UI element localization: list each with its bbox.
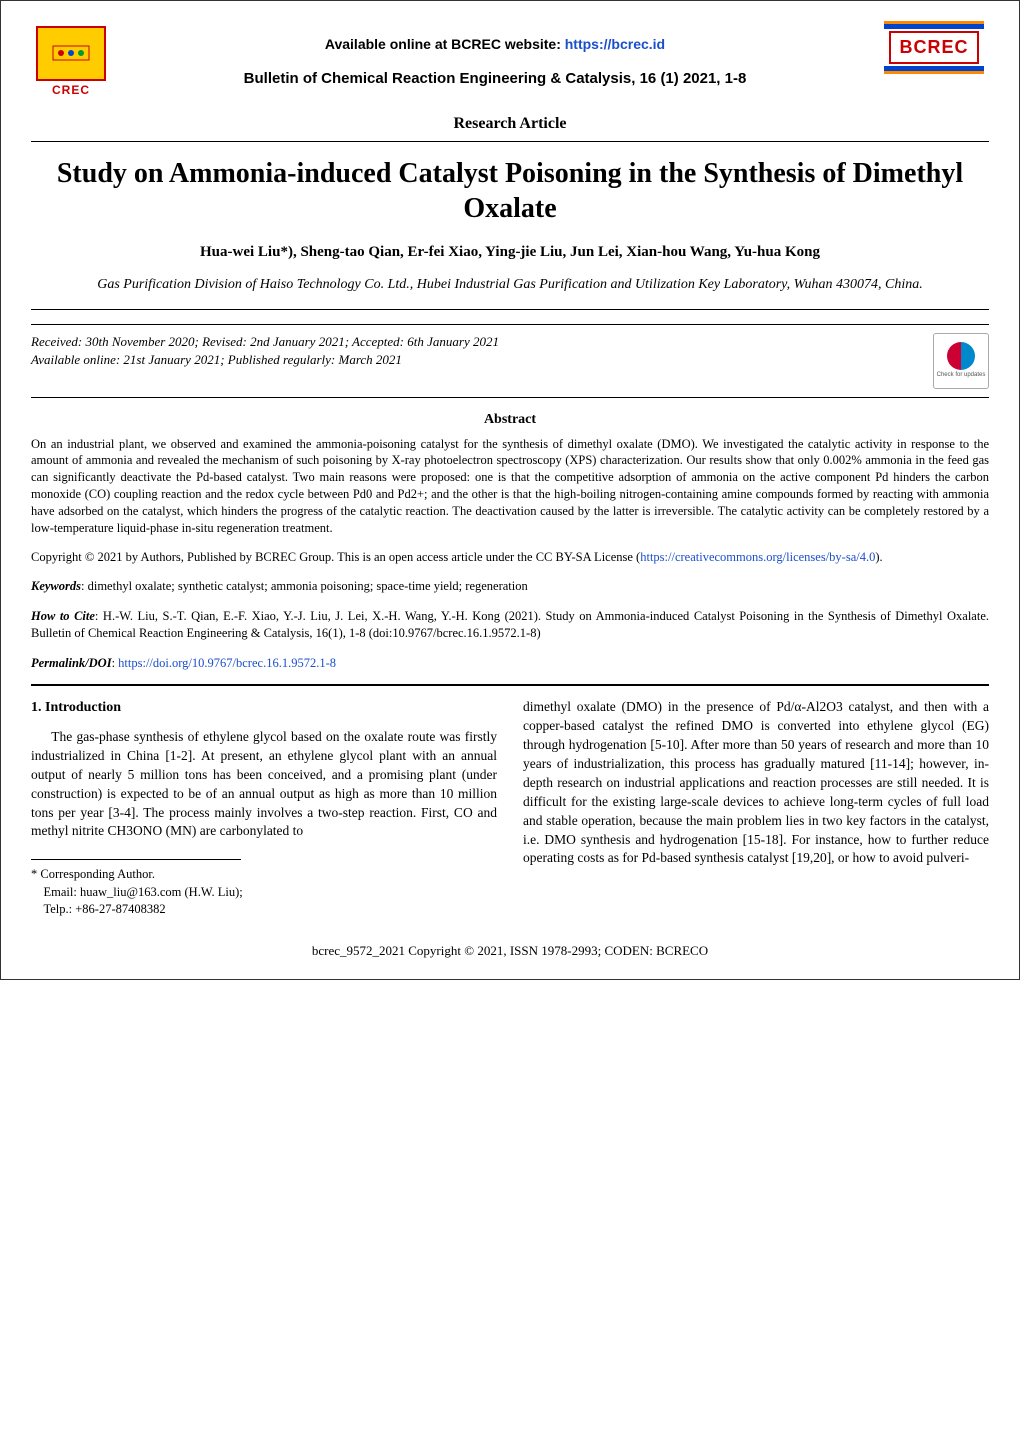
introduction-heading: 1. Introduction xyxy=(31,698,497,718)
permalink-label: Permalink/DOI xyxy=(31,656,112,670)
how-to-cite-label: How to Cite xyxy=(31,609,95,623)
bcrec-website-link[interactable]: https://bcrec.id xyxy=(565,36,665,52)
crossmark-icon xyxy=(947,342,975,370)
abstract-body: On an industrial plant, we observed and … xyxy=(31,436,989,537)
journal-citation: Bulletin of Chemical Reaction Engineerin… xyxy=(111,70,879,87)
flag-bars-icon xyxy=(884,21,984,29)
crec-logo: CREC xyxy=(31,21,111,101)
available-text: Available online at BCREC website: xyxy=(325,36,565,52)
cc-license-link[interactable]: https://creativecommons.org/licenses/by-… xyxy=(640,550,875,564)
available-line: Available online: 21st January 2021; Pub… xyxy=(31,351,499,369)
check-updates-label: Check for updates xyxy=(937,372,986,379)
check-for-updates-button[interactable]: Check for updates xyxy=(933,333,989,389)
corresponding-author-block: * Corresponding Author. Email: huaw_liu@… xyxy=(31,866,497,919)
bcrec-label: BCREC xyxy=(889,31,978,64)
article-title: Study on Ammonia-induced Catalyst Poison… xyxy=(41,156,979,226)
body-columns: 1. Introduction The gas-phase synthesis … xyxy=(31,698,989,918)
intro-paragraph-right: dimethyl oxalate (DMO) in the presence o… xyxy=(523,698,989,868)
how-to-cite-text: : H.-W. Liu, S.-T. Qian, E.-F. Xiao, Y.-… xyxy=(31,609,989,641)
page-container: CREC Available online at BCREC website: … xyxy=(0,0,1020,980)
permalink-block: Permalink/DOI: https://doi.org/10.9767/b… xyxy=(31,655,989,673)
affiliation: Gas Purification Division of Haiso Techn… xyxy=(41,275,979,295)
keywords-block: Keywords: dimethyl oxalate; synthetic ca… xyxy=(31,578,989,596)
page-footer: bcrec_9572_2021 Copyright © 2021, ISSN 1… xyxy=(31,943,989,959)
authors-line: Hua-wei Liu*), Sheng-tao Qian, Er-fei Xi… xyxy=(41,242,979,263)
article-type: Research Article xyxy=(31,115,989,133)
doi-link[interactable]: https://doi.org/10.9767/bcrec.16.1.9572.… xyxy=(118,656,336,670)
intro-paragraph-left: The gas-phase synthesis of ethylene glyc… xyxy=(31,728,497,841)
copyright-prefix: Copyright © 2021 by Authors, Published b… xyxy=(31,550,640,564)
copyright-block: Copyright © 2021 by Authors, Published b… xyxy=(31,549,989,567)
crec-label: CREC xyxy=(52,83,90,97)
crec-badge-icon xyxy=(36,26,106,81)
left-column: 1. Introduction The gas-phase synthesis … xyxy=(31,698,497,918)
how-to-cite-block: How to Cite: H.-W. Liu, S.-T. Qian, E.-F… xyxy=(31,608,989,643)
abstract-heading: Abstract xyxy=(31,412,989,428)
copyright-suffix: ). xyxy=(875,550,882,564)
right-column: dimethyl oxalate (DMO) in the presence o… xyxy=(523,698,989,918)
corresponding-email: Email: huaw_liu@163.com (H.W. Liu); xyxy=(31,884,497,902)
keywords-text: : dimethyl oxalate; synthetic catalyst; … xyxy=(81,579,528,593)
header-center: Available online at BCREC website: https… xyxy=(111,36,879,87)
header-row: CREC Available online at BCREC website: … xyxy=(31,21,989,101)
available-online-line: Available online at BCREC website: https… xyxy=(111,36,879,52)
corresponding-tel: Telp.: +86-27-87408382 xyxy=(31,901,497,919)
bcrec-logo: BCREC xyxy=(879,21,989,101)
dates-text: Received: 30th November 2020; Revised: 2… xyxy=(31,333,499,369)
corresponding-separator xyxy=(31,859,241,860)
keywords-label: Keywords xyxy=(31,579,81,593)
dates-row: Received: 30th November 2020; Revised: 2… xyxy=(31,324,989,398)
divider-heavy xyxy=(31,684,989,686)
title-block: Study on Ammonia-induced Catalyst Poison… xyxy=(31,141,989,310)
flag-bars-icon-bottom xyxy=(884,66,984,74)
corresponding-label: * Corresponding Author. xyxy=(31,866,497,884)
received-line: Received: 30th November 2020; Revised: 2… xyxy=(31,333,499,351)
